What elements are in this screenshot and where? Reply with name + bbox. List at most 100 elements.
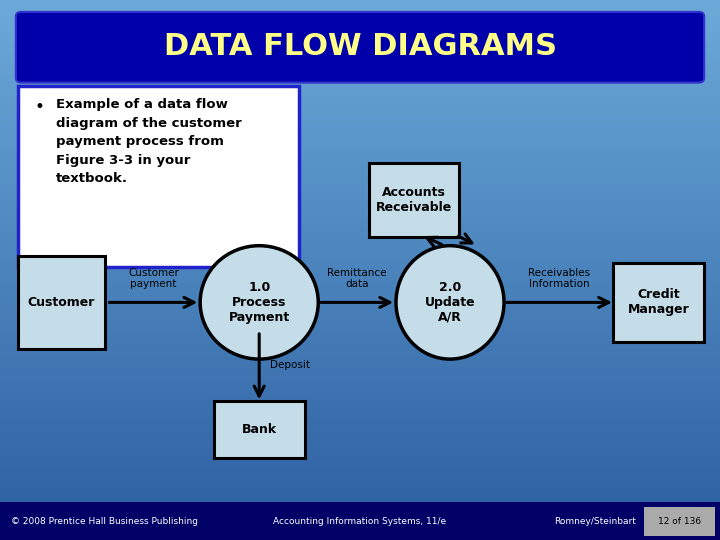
Bar: [644, 507, 715, 536]
Bar: [0, 340, 720, 343]
Bar: [0, 259, 720, 262]
Bar: [0, 529, 720, 532]
Bar: [0, 424, 720, 427]
Bar: [0, 286, 720, 289]
Bar: [0, 429, 720, 432]
Bar: [0, 184, 720, 186]
Bar: [0, 378, 720, 381]
Bar: [0, 49, 720, 51]
Bar: [0, 176, 720, 178]
Bar: [0, 481, 720, 483]
Bar: [0, 230, 720, 232]
Text: Accounting Information Systems, 11/e: Accounting Information Systems, 11/e: [274, 517, 446, 525]
Bar: [0, 516, 720, 518]
Bar: [0, 343, 720, 346]
Bar: [0, 308, 720, 310]
Bar: [0, 370, 720, 373]
Text: Deposit: Deposit: [270, 360, 310, 369]
Text: 12 of 136: 12 of 136: [658, 517, 701, 525]
Bar: [0, 154, 720, 157]
Bar: [0, 421, 720, 424]
Bar: [0, 410, 720, 413]
Bar: [0, 19, 720, 22]
Text: Credit
Manager: Credit Manager: [628, 288, 690, 316]
Bar: [0, 254, 720, 256]
Bar: [0, 81, 720, 84]
Bar: [0, 132, 720, 135]
Bar: [0, 94, 720, 97]
Text: Receivables
Information: Receivables Information: [528, 268, 590, 289]
Bar: [0, 119, 720, 122]
Bar: [0, 427, 720, 429]
Bar: [0, 475, 720, 478]
Bar: [0, 316, 720, 319]
Bar: [0, 483, 720, 486]
Bar: [0, 8, 720, 11]
Bar: [0, 367, 720, 370]
Bar: [0, 189, 720, 192]
Bar: [0, 494, 720, 497]
Bar: [0, 324, 720, 327]
Bar: [0, 51, 720, 54]
Bar: [0, 472, 720, 475]
Bar: [0, 354, 720, 356]
Bar: [0, 251, 720, 254]
Bar: [0, 78, 720, 81]
Bar: [0, 97, 720, 100]
Text: Romney/Steinbart: Romney/Steinbart: [554, 517, 636, 525]
Bar: [0, 532, 720, 535]
Bar: [0, 351, 720, 354]
Bar: [0, 116, 720, 119]
Bar: [0, 235, 720, 238]
Text: © 2008 Prentice Hall Business Publishing: © 2008 Prentice Hall Business Publishing: [11, 517, 198, 525]
Bar: [0, 489, 720, 491]
Bar: [0, 124, 720, 127]
Bar: [0, 432, 720, 435]
Bar: [0, 238, 720, 240]
Bar: [0, 122, 720, 124]
Bar: [0, 356, 720, 359]
FancyBboxPatch shape: [613, 263, 704, 342]
Bar: [0, 381, 720, 383]
Bar: [0, 270, 720, 273]
Bar: [0, 513, 720, 516]
Bar: [0, 219, 720, 221]
Bar: [0, 265, 720, 267]
Bar: [0, 86, 720, 89]
Bar: [0, 173, 720, 176]
Bar: [0, 310, 720, 313]
Bar: [0, 32, 720, 35]
Bar: [0, 321, 720, 324]
Bar: [0, 267, 720, 270]
Bar: [0, 40, 720, 43]
Bar: [0, 24, 720, 27]
Bar: [0, 289, 720, 292]
Bar: [0, 319, 720, 321]
Bar: [0, 248, 720, 251]
Bar: [0, 329, 720, 332]
Bar: [0, 43, 720, 46]
Bar: [0, 167, 720, 170]
Bar: [0, 486, 720, 489]
Bar: [0, 405, 720, 408]
Bar: [0, 278, 720, 281]
Bar: [0, 440, 720, 443]
Bar: [0, 30, 720, 32]
Bar: [0, 89, 720, 92]
Bar: [0, 76, 720, 78]
Bar: [0, 335, 720, 338]
Bar: [0, 59, 720, 62]
Bar: [0, 535, 720, 537]
Bar: [0, 478, 720, 481]
Bar: [0, 103, 720, 105]
Bar: [0, 389, 720, 392]
Bar: [0, 170, 720, 173]
Text: Accounts
Receivable: Accounts Receivable: [376, 186, 452, 214]
Bar: [0, 273, 720, 275]
Bar: [0, 148, 720, 151]
Bar: [0, 151, 720, 154]
Bar: [0, 16, 720, 19]
Bar: [0, 470, 720, 472]
Text: DATA FLOW DIAGRAMS: DATA FLOW DIAGRAMS: [163, 32, 557, 62]
Bar: [0, 526, 720, 529]
